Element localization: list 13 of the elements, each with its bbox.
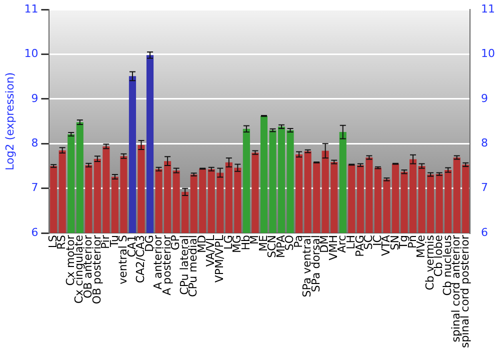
y-tick-label: 8 [31,136,38,150]
y-tick-label: 9 [31,92,38,105]
y-tick-label: 6 [31,226,38,239]
y2-tick-label: 9 [481,92,488,105]
y-tick-label: 11 [24,2,38,16]
y-tick-label: 7 [31,181,38,194]
y2-tick-label: 7 [481,181,488,194]
y2-tick-label: 8 [481,136,488,150]
y2-tick-label: 6 [481,226,488,239]
y2-tick-label: 10 [481,47,496,60]
y-tick-label: 10 [24,47,38,60]
y2-tick-label: 11 [481,2,496,16]
y-axis-title: Log2 (expression) [3,72,16,170]
